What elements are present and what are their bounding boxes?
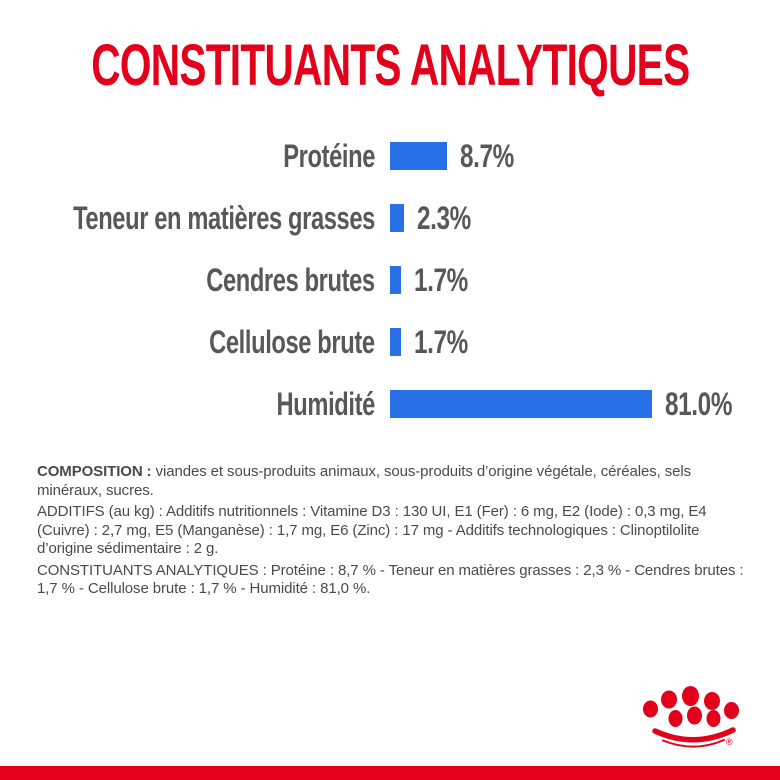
bar-label-text: Teneur en matières grasses [73,200,375,236]
bar-proteine [390,142,447,170]
bar-label: Humidité [0,386,376,422]
registered-trademark-symbol: ® [726,737,733,747]
page-title-text: CONSTITUANTS ANALYTIQUES [90,33,690,98]
chart-row-matieres-grasses: Teneur en matières grasses 2.3% [0,200,780,236]
bar-label-text: Protéine [283,138,375,174]
bar-value: 81.0% [665,386,733,422]
bar-label-text: Humidité [276,386,376,422]
additifs-paragraph: ADDITIFS (au kg) : Additifs nutritionnel… [37,503,707,557]
bar-label-text: Cendres brutes [206,262,375,298]
bar-value: 1.7% [414,324,468,360]
chart-row-cendres-brutes: Cendres brutes 1.7% [0,262,780,298]
composition-text: viandes et sous-produits animaux, sous-p… [37,463,692,499]
bar-value: 8.7% [460,138,514,174]
bar-cellulose-brute [390,328,401,356]
bar-label: Protéine [0,138,375,174]
bar-label-text: Cellulose brute [209,324,375,360]
bar-label: Cendres brutes [0,262,375,298]
constituants-paragraph: CONSTITUANTS ANALYTIQUES : Protéine : 8,… [37,561,744,598]
bar-value: 1.7% [414,262,468,298]
chart-row-humidite: Humidité 81.0% [0,386,780,422]
royal-canin-crown-icon: ® [643,686,739,748]
analytical-constituents-chart: Protéine 8.7% Teneur en matières grasses… [0,138,780,422]
bar-value: 2.3% [417,200,471,236]
composition-paragraph: COMPOSITION : viandes et sous-produits a… [37,463,751,500]
bar-humidite [390,390,652,418]
chart-row-cellulose-brute: Cellulose brute 1.7% [0,324,780,360]
bar-label: Cellulose brute [0,324,375,360]
legal-text-block: COMPOSITION : viandes et sous-produits a… [37,463,751,602]
bar-matieres-grasses [390,204,404,232]
bar-label: Teneur en matières grasses [0,200,375,236]
composition-label: COMPOSITION : [37,463,152,480]
bar-cendres-brutes [390,266,401,294]
bottom-red-bar [0,766,780,780]
chart-row-proteine: Protéine 8.7% [0,138,780,174]
page-title: CONSTITUANTS ANALYTIQUES [0,36,780,96]
